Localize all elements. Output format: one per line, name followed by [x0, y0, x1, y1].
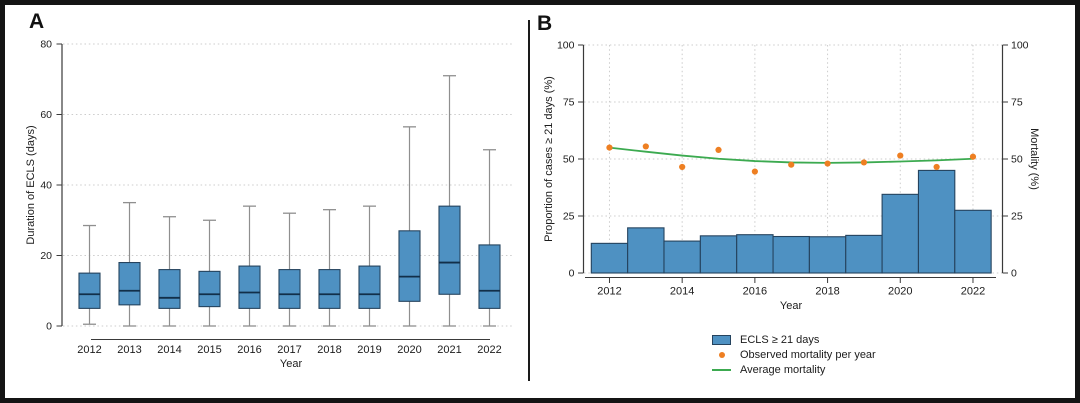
- box: [158, 269, 181, 309]
- legend-item-ecls-bars: ECLS ≥ 21 days: [712, 334, 876, 346]
- bar: [845, 234, 883, 274]
- tick-label: 2014: [157, 344, 181, 356]
- tick-label: 20: [40, 250, 52, 262]
- panel-a-x-axis-title: Year: [279, 358, 303, 370]
- bar: [954, 209, 992, 274]
- tick-label: 2020: [888, 286, 912, 298]
- tick-label: 2016: [743, 286, 767, 298]
- observed-mortality-point: [897, 152, 904, 159]
- legend: ECLS ≥ 21 days Observed mortality per ye…: [712, 334, 876, 376]
- box: [398, 230, 421, 302]
- tick-label: 2017: [277, 344, 301, 356]
- tick-label: 50: [1011, 154, 1023, 166]
- line-swatch-icon: [712, 369, 731, 371]
- panel-b-left-y-axis-title: Proportion of cases ≥ 21 days (%): [543, 76, 555, 242]
- tick-label: 0: [46, 321, 52, 333]
- tick-label: 75: [1011, 97, 1023, 109]
- dot-swatch-icon: [712, 352, 731, 358]
- tick-label: 2018: [815, 286, 839, 298]
- box: [78, 272, 101, 309]
- legend-label-ecls: ECLS ≥ 21 days: [740, 334, 820, 346]
- legend-item-average-mortality: Average mortality: [712, 364, 876, 376]
- tick-label: 80: [40, 39, 52, 51]
- box: [238, 265, 261, 309]
- tick-label: 25: [563, 211, 575, 223]
- observed-mortality-point: [788, 161, 795, 168]
- tick-label: 50: [563, 154, 575, 166]
- legend-label-average: Average mortality: [740, 364, 826, 376]
- tick-label: 2019: [357, 344, 381, 356]
- tick-label: 2022: [477, 344, 501, 356]
- tick-label: 2012: [597, 286, 621, 298]
- tick-label: 0: [569, 268, 575, 280]
- tick-label: 2020: [397, 344, 421, 356]
- observed-mortality-point: [751, 168, 758, 175]
- tick-label: 60: [40, 109, 52, 121]
- tick-label: 2014: [670, 286, 694, 298]
- chart-canvas: 0 20 40 60 80 2012 2013 2014 2015 2016 2017 2018 201…: [40, 39, 1029, 357]
- observed-mortality-point: [824, 160, 831, 167]
- bar: [917, 169, 956, 274]
- panel-a-y-axis-title: Duration of ECLS (days): [25, 125, 37, 245]
- box: [478, 244, 501, 309]
- observed-mortality-point: [679, 163, 686, 171]
- tick-label: 2016: [237, 344, 261, 356]
- average-mortality-line: [608, 146, 974, 164]
- tick-label: 2022: [961, 286, 985, 298]
- tick-label: 2018: [317, 344, 341, 356]
- legend-item-observed-mortality: Observed mortality per year: [712, 349, 876, 361]
- tick-label: 0: [1011, 268, 1017, 280]
- bar: [663, 240, 701, 274]
- panel-a-label: A: [29, 10, 45, 33]
- box: [118, 261, 141, 306]
- tick-label: 2013: [117, 344, 141, 356]
- tick-label: 25: [1011, 211, 1023, 223]
- legend-label-observed: Observed mortality per year: [740, 349, 876, 361]
- bar: [772, 235, 810, 274]
- tick-label: 100: [1011, 40, 1029, 52]
- observed-mortality-point: [860, 159, 868, 166]
- observed-mortality-point: [715, 146, 722, 153]
- box: [318, 269, 341, 309]
- box: [278, 269, 301, 309]
- bar: [627, 227, 665, 274]
- bar: [808, 236, 847, 274]
- observed-mortality-point: [969, 153, 977, 160]
- panel-b-label: B: [537, 12, 553, 35]
- tick-label: 75: [563, 97, 575, 109]
- tick-label: 40: [40, 180, 52, 192]
- observed-mortality-point: [933, 163, 940, 171]
- bar-swatch-icon: [712, 335, 731, 345]
- tick-label: 2012: [77, 344, 101, 356]
- box: [358, 265, 381, 309]
- panel-divider: [528, 20, 530, 381]
- bar: [736, 234, 774, 274]
- tick-label: 100: [557, 40, 575, 52]
- observed-mortality-point: [606, 144, 613, 151]
- box: [198, 270, 221, 308]
- bar: [881, 193, 919, 274]
- tick-label: 2021: [437, 344, 461, 356]
- bar: [590, 242, 629, 274]
- box: [438, 205, 461, 295]
- panel-b-right-y-axis-title: Mortality (%): [1028, 128, 1040, 190]
- tick-label: 2015: [197, 344, 221, 356]
- bar: [699, 235, 738, 274]
- panel-b-x-axis-title: Year: [779, 300, 803, 312]
- observed-mortality-point: [642, 143, 649, 150]
